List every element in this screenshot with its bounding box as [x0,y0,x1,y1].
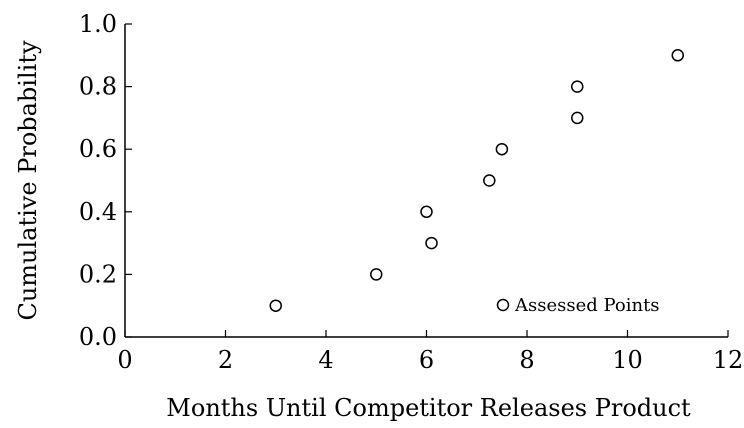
data-point [420,205,433,219]
legend: Assessed Points [496,295,660,316]
x-tick-label: 2 [218,346,233,374]
data-points [269,49,684,312]
data-point [425,236,438,250]
x-axis-label: Months Until Competitor Releases Product [166,394,691,422]
y-tick-label: 1.0 [79,10,117,38]
data-point [269,299,282,312]
y-tick-label: 0.8 [79,73,117,101]
data-point [671,49,684,62]
x-tick-label: 8 [519,346,534,374]
y-tick-label: 0.6 [79,135,117,163]
y-ticks: 0.0 0.2 0.4 0.6 0.8 1.0 [79,10,132,351]
data-point [370,268,383,281]
x-tick-label: 10 [612,346,643,374]
data-point [495,142,509,156]
x-ticks: 0 2 4 6 8 10 12 [117,330,743,374]
data-point [571,80,584,93]
data-point [571,111,584,125]
x-tick-label: 4 [318,346,333,374]
x-tick-label: 12 [713,346,744,374]
data-point [483,174,496,187]
legend-marker [496,298,510,312]
y-axis-label: Cumulative Probability [14,40,42,321]
y-tick-label: 0.2 [79,260,117,288]
x-tick-label: 6 [419,346,434,374]
x-tick-label: 0 [117,346,132,374]
y-tick-label: 0.4 [79,198,117,226]
legend-label: Assessed Points [514,295,660,316]
y-tick-label: 0.0 [79,323,117,351]
axes [124,24,728,338]
